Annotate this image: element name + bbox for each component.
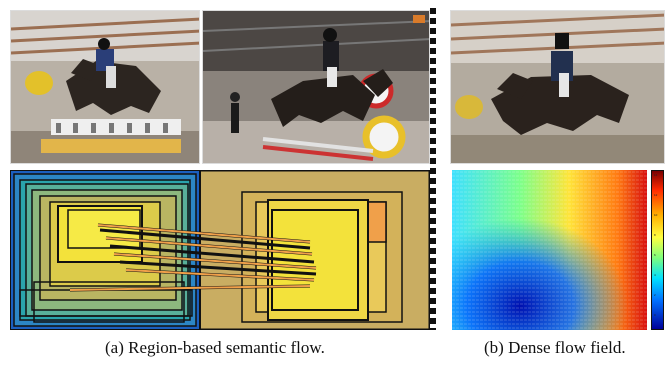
colorbar-tick: 8 (654, 233, 656, 237)
caption-dense-flow: (b) Dense flow field. (484, 338, 626, 357)
colorbar-tick: 0 (654, 313, 656, 317)
panel-separator (430, 8, 436, 330)
region-flow-panel (8, 168, 432, 332)
colorbar-tick: 10 (654, 213, 658, 217)
colorbar-tick: 2 (654, 293, 656, 297)
flow-colorbar: 14 12 10 8 6 4 2 0 (651, 170, 664, 330)
photo-middle-horse-jump (202, 10, 430, 164)
colorbar-tick: 12 (654, 193, 658, 197)
region-flow-visualization (8, 168, 432, 332)
colorbar-tick: 6 (654, 253, 656, 257)
horse-jump-photo-right-icon (451, 11, 664, 163)
photo-left-horse-jump (10, 10, 200, 164)
horse-jump-photo-middle-icon (203, 11, 429, 163)
dense-flow-heatmap (452, 170, 647, 330)
photo-right-horse-jump (450, 10, 665, 164)
colorbar-tick: 4 (654, 273, 656, 277)
colorbar-tick: 14 (654, 173, 658, 177)
horse-jump-photo-left-icon (11, 11, 199, 163)
dense-flow-field (452, 170, 647, 330)
caption-region-flow: (a) Region-based semantic flow. (105, 338, 325, 357)
